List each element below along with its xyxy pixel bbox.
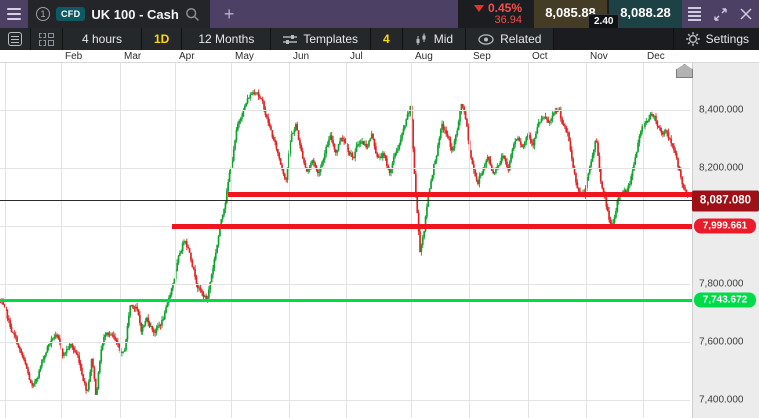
- vertical-gridline: [231, 63, 232, 418]
- search-icon[interactable]: [185, 7, 200, 22]
- current-price-label: 8,087.080: [692, 190, 759, 212]
- close-window-icon[interactable]: [733, 0, 759, 28]
- sliders-icon: [283, 34, 298, 44]
- month-tick-label: Mar: [124, 51, 142, 62]
- range-dropdown[interactable]: 12 Months: [182, 28, 271, 50]
- horizontal-gridline: [0, 168, 690, 169]
- instrument-title: UK 100 - Cash: [91, 6, 179, 22]
- current-price-line[interactable]: [0, 200, 692, 202]
- related-label: Related: [500, 32, 542, 46]
- range-label: 12 Months: [198, 32, 255, 46]
- gear-icon: [685, 32, 700, 46]
- vertical-gridline: [346, 63, 347, 418]
- month-tick-label: Oct: [532, 51, 548, 62]
- interval-label: 4 hours: [81, 32, 123, 46]
- change-percent: 0.45%: [487, 1, 522, 15]
- settings-label: Settings: [705, 32, 749, 46]
- buy-price-button[interactable]: 8,088.28: [609, 0, 682, 28]
- vertical-gridline: [289, 63, 290, 418]
- candlestick-chart[interactable]: [0, 50, 690, 418]
- month-tick-label: Dec: [647, 51, 665, 62]
- month-tick-label: Apr: [179, 51, 195, 62]
- templates-label: Templates: [303, 32, 359, 46]
- vertical-gridline: [469, 63, 470, 418]
- candlestick-icon: [416, 33, 426, 45]
- month-tick-label: Sep: [473, 51, 491, 62]
- spread-badge: 2.40: [587, 14, 620, 28]
- vertical-gridline: [586, 63, 587, 418]
- interval-dropdown[interactable]: 4 hours: [63, 28, 141, 50]
- horizontal-gridline: [0, 400, 690, 401]
- related-button[interactable]: Related: [466, 28, 554, 50]
- price-type-label: Mid: [433, 32, 454, 46]
- month-tick-label: Jun: [293, 51, 310, 62]
- vertical-gridline: [120, 63, 121, 418]
- grid-icon: [39, 32, 54, 46]
- month-tick-label: Aug: [415, 51, 433, 62]
- change-readout: 0.45% 36.94: [458, 0, 532, 28]
- month-tick-label: May: [235, 51, 254, 62]
- level-price-label-green: 7,743.672: [694, 292, 756, 308]
- time-axis[interactable]: Feb Mar Apr May Jun Jul Aug Sep Oct Nov Dec: [0, 50, 759, 63]
- templates-button[interactable]: Templates: [271, 28, 371, 50]
- change-absolute: 36.94: [494, 14, 522, 26]
- expand-window-icon[interactable]: [707, 0, 733, 28]
- price-tick-label: 7,800.000: [699, 278, 744, 290]
- horizontal-gridline: [0, 342, 690, 343]
- horizontal-level-line-green[interactable]: [0, 298, 692, 302]
- vertical-gridline: [61, 63, 62, 418]
- horizontal-gridline: [0, 284, 690, 285]
- topbar-spacer: [248, 0, 458, 28]
- layout-grid-button[interactable]: [31, 28, 62, 50]
- eye-icon: [478, 33, 494, 45]
- toolbar-spacer: [554, 28, 673, 50]
- price-tick-label: 7,400.000: [699, 394, 744, 406]
- price-tick-label: 8,200.000: [699, 162, 744, 174]
- price-type-dropdown[interactable]: Mid: [402, 28, 466, 50]
- price-axis[interactable]: 8,400.000 8,200.000 7,800.000 7,600.000 7,40…: [692, 63, 759, 418]
- instrument-tab[interactable]: 1 CFD UK 100 - Cash: [28, 0, 210, 28]
- vertical-gridline: [5, 63, 6, 418]
- month-tick-label: Jul: [350, 51, 363, 62]
- chart-toolbar: 4 hours 1D 12 Months Templates 4 Mid Rel…: [0, 28, 759, 50]
- indicator-count-badge[interactable]: 4: [371, 28, 402, 50]
- vertical-gridline: [411, 63, 412, 418]
- chart-number-badge: 1: [36, 7, 50, 21]
- price-tick-label: 7,600.000: [699, 336, 744, 348]
- horizontal-gridline: [0, 110, 690, 111]
- horizontal-level-line-red[interactable]: [228, 192, 692, 198]
- settings-button[interactable]: Settings: [673, 28, 759, 50]
- top-bar: 1 CFD UK 100 - Cash + 0.45% 36.94 8,085.…: [0, 0, 759, 28]
- month-tick-label: Nov: [590, 51, 608, 62]
- month-tick-label: Feb: [65, 51, 83, 62]
- list-icon: [8, 32, 22, 46]
- main-menu-icon[interactable]: [0, 0, 28, 28]
- chart-area[interactable]: Feb Mar Apr May Jun Jul Aug Sep Oct Nov Dec 8,400.…: [0, 50, 759, 418]
- cfd-badge: CFD: [56, 7, 86, 21]
- chart-list-button[interactable]: [0, 28, 30, 50]
- level-price-label-red: 7,999.661: [694, 218, 756, 234]
- price-tick-label: 8,400.000: [699, 104, 744, 116]
- horizontal-level-line-red[interactable]: [172, 223, 692, 229]
- interval-1d-button[interactable]: 1D: [142, 28, 182, 50]
- vertical-gridline: [175, 63, 176, 418]
- scroll-marker-icon[interactable]: [676, 64, 693, 78]
- add-chart-tab-button[interactable]: +: [223, 4, 235, 24]
- vertical-gridline: [643, 63, 644, 418]
- watchlist-stack-icon[interactable]: [682, 0, 707, 28]
- vertical-gridline: [528, 63, 529, 418]
- quote-panel: 0.45% 36.94 8,085.88 8,088.28 2.40: [457, 0, 682, 28]
- price-down-triangle-icon: [473, 4, 484, 12]
